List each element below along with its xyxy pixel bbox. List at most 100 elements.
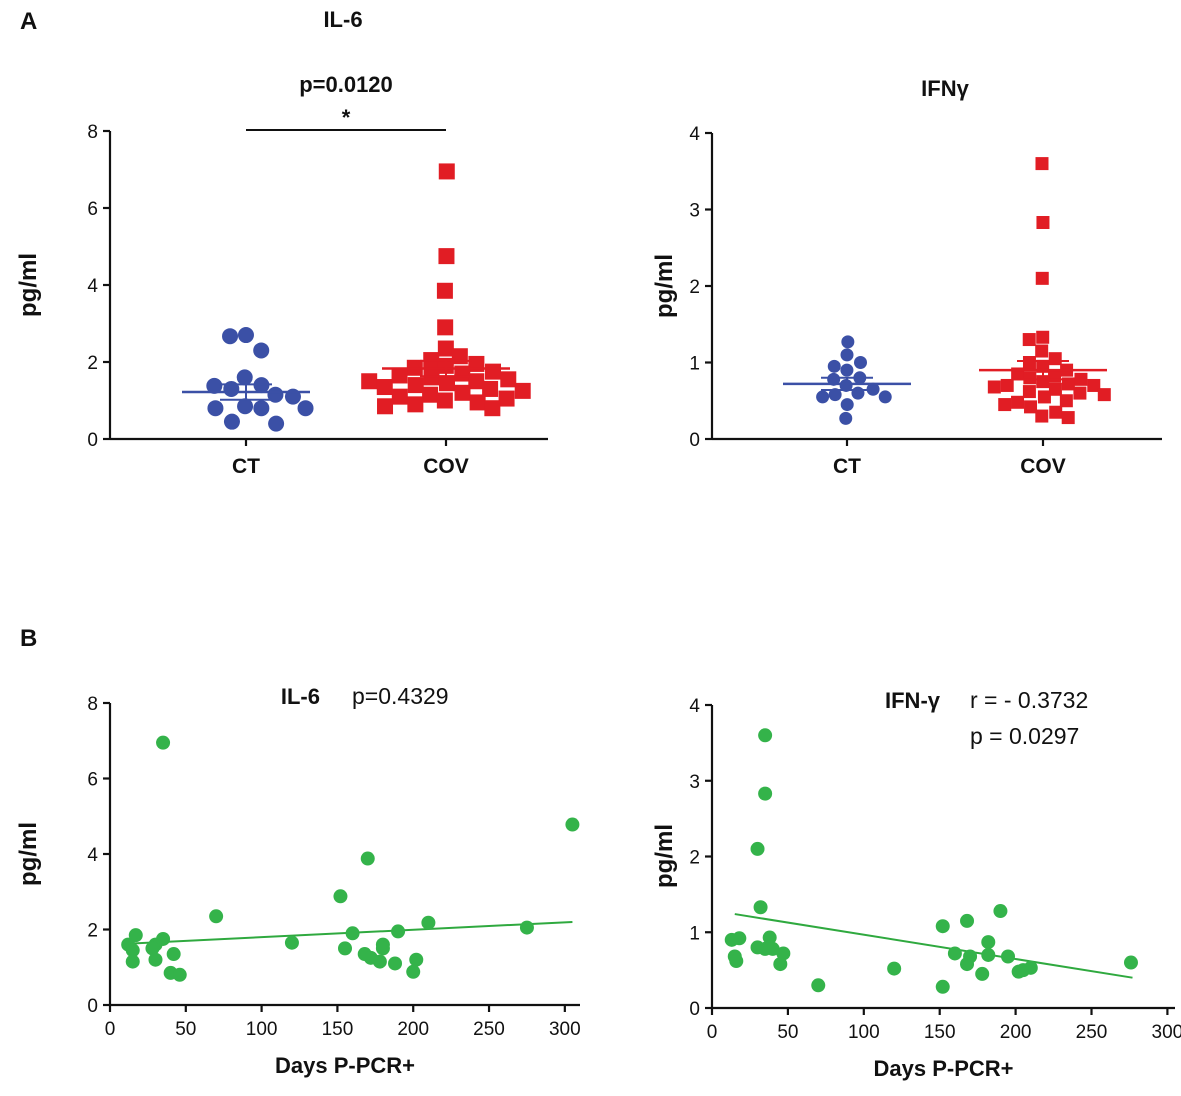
il6-scatter-y-tick-label: 2 (87, 921, 98, 942)
ifng-scatter-y-axis-title: pg/ml (651, 824, 678, 888)
ifng-dotplot-point-cov (1011, 395, 1025, 409)
ifng-dotplot-y-tick-label: 4 (689, 124, 700, 145)
ifng-scatter-point (887, 961, 902, 976)
ifng-dotplot-x-tick-label: COV (1020, 455, 1066, 478)
ifng-dotplot-point-ct (827, 359, 841, 373)
ifng-scatter-stat-0: r = - 0.3732 (970, 687, 1088, 713)
il6-scatter-point (166, 947, 181, 962)
ifng-scatter-point (758, 728, 773, 743)
il6-scatter-title: IL-6 (281, 684, 320, 709)
il6-dotplot-y-tick-label: 4 (87, 276, 98, 297)
il6-dotplot-point-ct (297, 400, 314, 417)
il6-dotplot-point-cov (468, 373, 485, 390)
il6-scatter-x-tick-label: 50 (175, 1019, 196, 1040)
ifng-dotplot-point-ct (839, 411, 853, 425)
il6-dotplot-point-cov (485, 363, 502, 380)
il6-dotplot-point-cov (438, 248, 455, 265)
ifng-scatter-title: IFN-γ (885, 688, 941, 713)
ifng-scatter-point (947, 946, 962, 961)
ifng-dotplot-point-cov (1097, 388, 1111, 402)
ifng-scatter-x-tick-label: 0 (707, 1022, 718, 1043)
il6-scatter-point (145, 941, 160, 956)
il6-dotplot-point-cov (422, 386, 439, 403)
ifng-dotplot-point-cov (1036, 330, 1050, 344)
il6-scatter-y-tick-label: 8 (87, 694, 98, 715)
il6-dotplot-y-tick-label: 0 (87, 430, 98, 451)
il6-scatter-y-tick-label: 6 (87, 770, 98, 791)
il6-scatter-point (565, 817, 580, 832)
ifng-dotplot-point-cov (1035, 271, 1049, 285)
il6-scatter-point (209, 909, 224, 924)
ifng-scatter-point (762, 930, 777, 945)
ifng-scatter-y-tick-label: 3 (689, 772, 700, 793)
ifng-dotplot-point-cov (1059, 394, 1073, 408)
ifng-scatter-x-tick-label: 200 (1000, 1022, 1032, 1043)
il6-dotplot-x-tick-label: COV (423, 455, 469, 478)
ifng-dotplot-point-ct (828, 388, 842, 402)
il6-scatter-point (128, 928, 143, 943)
ifng-dotplot-point-cov (1061, 411, 1075, 425)
il6-dotplot-y-axis-title: pg/ml (15, 253, 42, 317)
ifng-scatter-point (776, 946, 791, 961)
ifng-dotplot-point-cov (1035, 344, 1049, 358)
ifng-scatter-point (811, 978, 826, 993)
ifng-dotplot-y-axis-title: pg/ml (651, 254, 678, 318)
il6-scatter-point (391, 924, 406, 939)
il6-dotplot-p-value: p=0.0120 (299, 72, 393, 97)
il6-scatter-x-tick-label: 250 (473, 1019, 505, 1040)
ifng-dotplot-point-cov (1048, 382, 1062, 396)
il6-scatter-point (333, 889, 348, 904)
il6-scatter-y-tick-label: 0 (87, 996, 98, 1017)
ifng-dotplot-point-ct (840, 398, 854, 412)
il6-scatter-point (375, 941, 390, 956)
ifng-dotplot-point-ct (827, 372, 841, 386)
il6-scatter-y-axis-title: pg/ml (15, 822, 42, 886)
panel-b-label: B (20, 625, 38, 652)
ifng-dotplot-point-cov (998, 398, 1012, 412)
il6-scatter-point (360, 851, 375, 866)
ifng-dotplot-y-tick-label: 3 (689, 201, 700, 222)
ifng-dotplot-title: IFNγ (921, 76, 969, 101)
il6-dotplot-point-ct (236, 369, 253, 386)
il6-dotplot-point-cov (437, 340, 454, 357)
ifng-dotplot-point-ct (853, 356, 867, 369)
il6-dotplot-point-cov (438, 375, 455, 392)
ifng-dotplot-x-tick-label: CT (833, 455, 861, 478)
ifng-scatter-point (724, 932, 739, 947)
il6-dotplot-y-tick-label: 8 (87, 122, 98, 143)
il6-dotplot-point-cov (361, 373, 378, 390)
ifng-scatter-point (935, 919, 950, 934)
il6-dotplot-point-ct (253, 400, 270, 417)
il6-dotplot-point-cov (391, 388, 408, 405)
ifng-scatter-point (981, 947, 996, 962)
il6-dotplot-point-cov (391, 367, 408, 384)
ifng-dotplot-point-cov (1048, 352, 1062, 366)
ifng-dotplot-point-cov (1087, 378, 1101, 392)
il6-scatter-x-tick-label: 200 (397, 1019, 429, 1040)
ifng-dotplot-y-tick-label: 2 (689, 277, 700, 298)
ifng-dotplot-point-cov (1035, 157, 1049, 171)
ifng-scatter-y-tick-label: 0 (689, 999, 700, 1020)
ifng-dotplot-point-cov (1024, 400, 1038, 414)
il6-dotplot-point-cov (437, 319, 454, 336)
ifng-dotplot-point-cov (987, 380, 1001, 394)
ifng-scatter-y-tick-label: 2 (689, 848, 700, 869)
il6-scatter-point (338, 941, 352, 956)
il6-scatter-point (406, 964, 421, 979)
ifng-scatter-point (729, 954, 744, 969)
il6-dotplot-point-ct (268, 415, 285, 432)
il6-dotplot-point-cov (376, 379, 393, 396)
il6-dotplot-point-cov (438, 163, 455, 180)
ifng-dotplot-point-cov (1048, 369, 1062, 383)
ifng-dotplot-y-tick-label: 1 (689, 354, 700, 375)
il6-dotplot-point-ct (223, 413, 240, 430)
il6-dotplot-point-cov (377, 398, 394, 415)
il6-dotplot-point-ct (206, 377, 223, 394)
il6-scatter-point (363, 950, 378, 965)
ifng-dotplot-point-cov (1049, 405, 1063, 419)
ifng-scatter-x-tick-label: 50 (777, 1022, 798, 1043)
ifng-scatter-point (753, 900, 768, 915)
il6-dotplot-point-cov (469, 394, 486, 411)
ifng-scatter-x-tick-label: 100 (848, 1022, 880, 1043)
